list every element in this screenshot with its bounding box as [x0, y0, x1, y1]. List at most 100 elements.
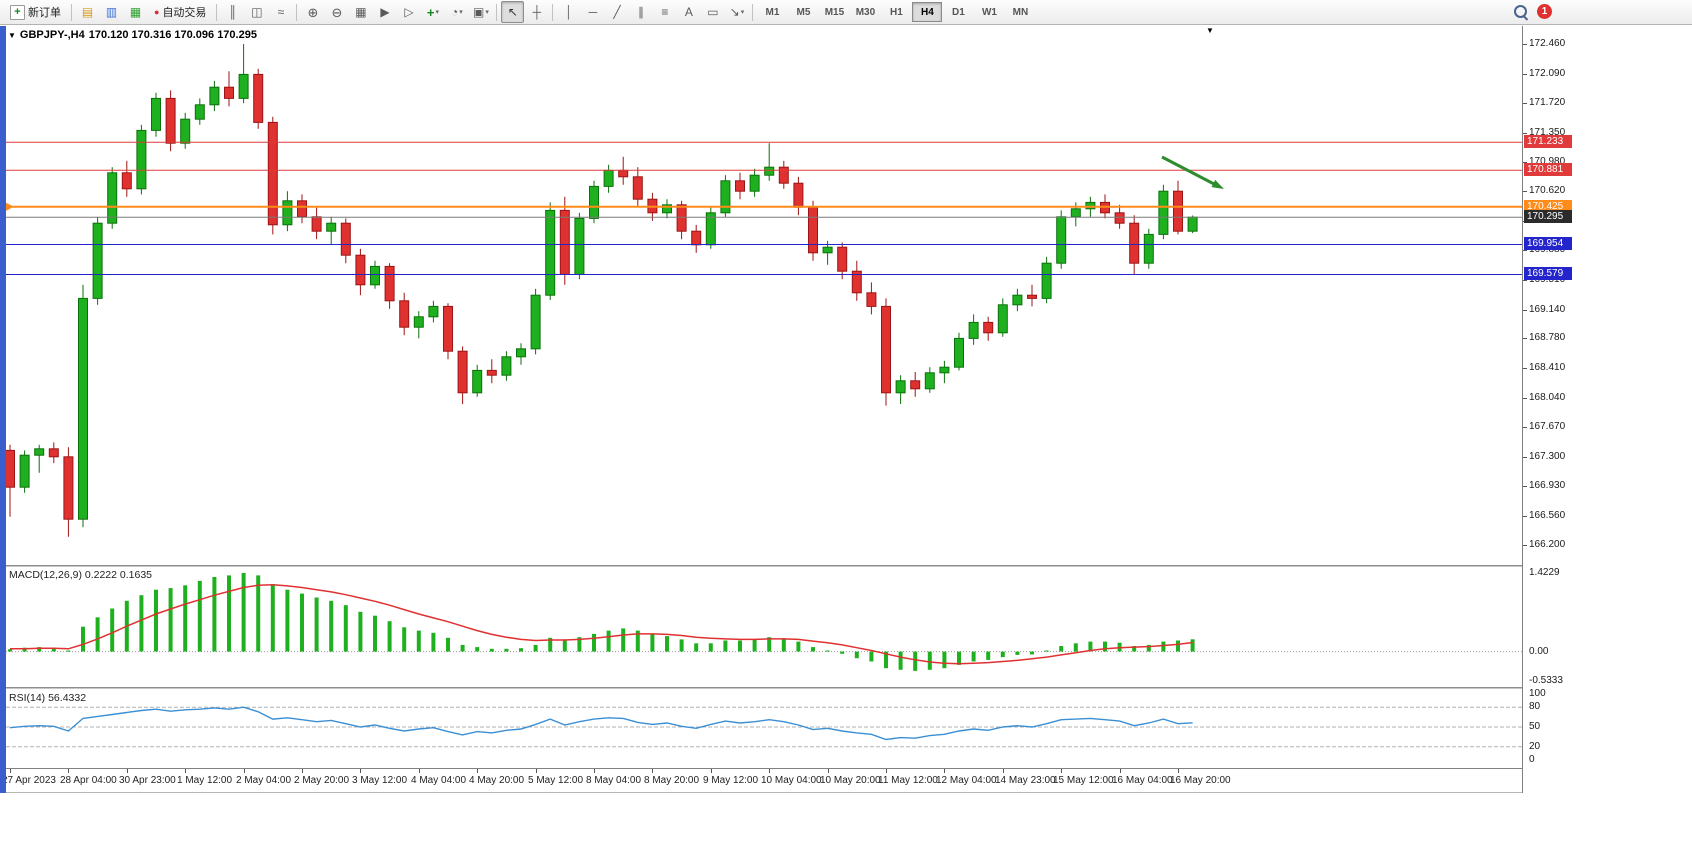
timeframe-w1-button[interactable]: W1 [981, 6, 997, 18]
level-handle-icon[interactable] [6, 202, 14, 211]
timeframe-m30-button[interactable]: M30 [855, 6, 876, 18]
macd-histogram-bar [621, 628, 626, 652]
candle-body [1143, 233, 1154, 264]
candle-body [413, 316, 424, 328]
time-axis-label: 16 May 04:00 [1112, 775, 1173, 786]
terminal-button[interactable]: ▦ [124, 1, 147, 23]
label-button[interactable]: ▭ [701, 1, 724, 23]
level-price-tag: 171.233 [1524, 135, 1572, 148]
timeframe-m1-button[interactable]: M1 [765, 6, 780, 18]
time-axis-label: 12 May 04:00 [936, 775, 997, 786]
tile-windows-button[interactable]: ▦ [349, 1, 372, 23]
cursor-button[interactable]: ↖ [501, 1, 525, 23]
time-axis[interactable]: 27 Apr 2023 28 Apr 04:00 30 Apr 23:00 1 May… [0, 768, 1522, 793]
search-icon[interactable] [1514, 5, 1527, 18]
auto-scroll-button[interactable]: ▶ [373, 1, 396, 23]
templates-button[interactable]: ▣ ▾ [469, 1, 492, 23]
timeframe-mn-button[interactable]: MN [1012, 6, 1029, 18]
macd-histogram-bar [110, 608, 115, 652]
arrows-button[interactable]: ↘ ▾ [725, 1, 748, 23]
time-axis-tick [769, 769, 770, 773]
macd-histogram-bar [402, 627, 407, 652]
horizontal-line-button[interactable]: ─ [581, 1, 604, 23]
macd-histogram-bar [811, 647, 815, 652]
timeframe-h1-button[interactable]: H1 [890, 6, 903, 18]
timeframe-h4-button[interactable]: H4 [912, 2, 943, 22]
macd-histogram-bar [519, 648, 523, 652]
macd-histogram-bar [1044, 650, 1049, 652]
macd-histogram-bar [1190, 639, 1195, 652]
navigator-button[interactable]: ▥ [100, 1, 123, 23]
notification-badge[interactable]: 1 [1537, 4, 1552, 19]
macd-histogram-bar [22, 647, 27, 652]
time-axis-tick [711, 769, 712, 773]
candle-body [632, 176, 643, 200]
autotrading-button[interactable]: ● 自动交易 [148, 1, 212, 23]
panel-splitter[interactable] [0, 687, 1522, 689]
time-axis-label: 2 May 20:00 [294, 775, 350, 786]
candle-body [428, 305, 439, 318]
crosshair-icon: ┼ [532, 5, 542, 19]
macd-histogram-bar [373, 615, 377, 652]
macd-histogram-bar [256, 575, 261, 652]
new-order-button[interactable]: + 新订单 [4, 1, 67, 23]
macd-histogram-bar [416, 630, 421, 652]
candle-body [384, 265, 395, 302]
macd-histogram-bar [592, 633, 596, 652]
price-chart[interactable]: ▼ GBPJPY-,H4 170.120 170.316 170.096 170… [0, 26, 1522, 566]
chart-shift-marker-icon[interactable]: ▼ [1206, 26, 1214, 35]
trend-arrow-annotation[interactable] [1161, 155, 1215, 186]
vline-icon: │ [565, 5, 573, 19]
one-click-trading-icon[interactable]: ▼ [8, 30, 16, 40]
time-axis-tick [536, 769, 537, 773]
chart-shift-button[interactable]: ▷ [397, 1, 420, 23]
timeframe-m5-button[interactable]: M5 [796, 6, 811, 18]
chart-line-icon: ≈ [277, 5, 285, 19]
timeframe-d1-button[interactable]: D1 [952, 6, 965, 18]
trendline-button[interactable]: ╱ [605, 1, 628, 23]
rsi-panel[interactable]: RSI(14) 56.4332 [0, 690, 1522, 767]
channel-button[interactable]: ∥ [629, 1, 652, 23]
crosshair-button[interactable]: ┼ [525, 1, 548, 23]
price-axis-tick [1523, 74, 1527, 75]
macd-histogram-bar [1015, 651, 1020, 655]
rsi-axis-label: 20 [1529, 741, 1541, 752]
periods-icon: ◔ [451, 5, 459, 19]
candle-body [194, 104, 205, 120]
candle-body [34, 448, 45, 456]
macd-axis-label: -0.5333 [1529, 675, 1563, 686]
candle-body [443, 305, 453, 352]
price-axis-tick [1523, 133, 1527, 134]
macd-panel[interactable]: MACD(12,26,9) 0.2222 0.1635 [0, 567, 1522, 687]
terminal-icon: ▦ [129, 5, 142, 19]
macd-histogram-bar [489, 648, 494, 652]
price-axis-tick [1523, 516, 1527, 517]
price-axis[interactable]: 172.460 172.090 171.720 171.350 170.980 170.6… [1522, 26, 1692, 793]
periods-button[interactable]: ◔ ▾ [445, 1, 468, 23]
trend-arrow-head[interactable] [1211, 179, 1225, 189]
zoom-in-button[interactable]: ⊕ [301, 1, 324, 23]
candle-body [472, 369, 483, 394]
macd-histogram-bar [606, 630, 611, 652]
chart-line-button[interactable]: ≈ [269, 1, 292, 23]
vertical-line-button[interactable]: │ [557, 1, 580, 23]
indicators-button[interactable]: + ▾ [421, 1, 444, 23]
autotrading-button-label: 自动交易 [162, 7, 207, 19]
panel-splitter[interactable] [0, 565, 1522, 567]
macd-histogram-bar [1146, 644, 1151, 652]
macd-histogram-bar [1088, 641, 1093, 652]
fibonacci-button[interactable]: ≡ [653, 1, 676, 23]
chart-candles-button[interactable]: ◫ [245, 1, 268, 23]
new-order-icon: + [10, 4, 25, 20]
zoom-out-button[interactable]: ⊖ [325, 1, 348, 23]
candle-body [720, 180, 731, 214]
chart-bars-button[interactable]: ║ [221, 1, 244, 23]
candle-body [209, 86, 220, 106]
time-axis-tick [419, 769, 420, 773]
timeframe-m15-button[interactable]: M15 [824, 6, 845, 18]
price-axis-label: 168.780 [1529, 332, 1566, 343]
market-watch-button[interactable]: ▤ [76, 1, 99, 23]
candle-body [267, 121, 278, 226]
candle-body [48, 448, 59, 458]
text-button[interactable]: A [677, 1, 700, 23]
